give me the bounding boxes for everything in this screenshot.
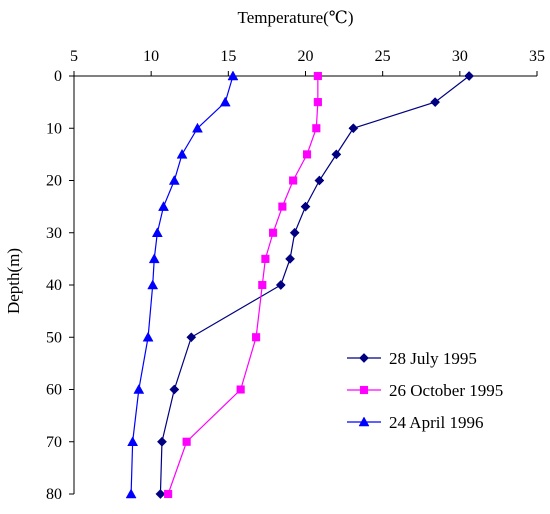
data-point <box>168 174 180 185</box>
data-point <box>302 150 312 159</box>
y-tick-label: 30 <box>46 225 62 242</box>
legend-marker <box>359 385 369 395</box>
data-point <box>158 201 169 211</box>
data-point <box>157 436 167 447</box>
legend-item: 26 October 1995 <box>347 381 503 400</box>
data-point <box>313 98 322 107</box>
x-tick-label: 5 <box>70 48 78 65</box>
series-2 <box>164 71 322 499</box>
legend-marker <box>359 353 369 363</box>
data-point <box>289 227 300 238</box>
data-point <box>151 227 163 237</box>
data-point <box>133 383 145 394</box>
legend-item: 24 April 1996 <box>347 413 483 432</box>
data-point <box>192 122 203 133</box>
data-point <box>348 123 359 134</box>
data-point <box>219 96 231 107</box>
legend-label: 26 October 1995 <box>389 381 503 400</box>
data-point <box>261 254 270 263</box>
y-tick-label: 10 <box>46 120 62 137</box>
data-point <box>182 437 191 446</box>
data-point <box>164 489 173 499</box>
series-3 <box>125 70 239 499</box>
x-axis-title: Temperature(℃) <box>238 8 354 27</box>
y-tick-label: 60 <box>46 382 62 399</box>
y-tick-label: 70 <box>46 434 62 451</box>
data-point <box>430 97 441 108</box>
data-point <box>252 333 261 342</box>
data-point <box>289 176 298 185</box>
x-tick-label: 15 <box>220 48 236 65</box>
data-point <box>127 436 139 446</box>
data-point <box>125 488 137 499</box>
x-tick-label: 30 <box>452 48 468 65</box>
data-point <box>275 280 286 290</box>
y-tick-label: 20 <box>46 173 62 190</box>
legend-marker <box>358 416 370 427</box>
data-point <box>300 201 311 212</box>
legend: 28 July 1995 26 October 1995 24 April 1996 <box>347 349 503 432</box>
axes-layer: 5 10 15 20 25 30 35 0 10 20 30 40 50 60 70 80 Temperatur… <box>4 8 545 503</box>
y-tick-label: 80 <box>46 486 62 503</box>
data-point <box>314 175 325 186</box>
data-point <box>227 70 239 81</box>
data-point <box>278 202 287 211</box>
y-tick-label: 50 <box>46 329 62 346</box>
x-tick-label: 25 <box>375 48 391 65</box>
series-layer <box>125 70 475 499</box>
x-tick-label: 35 <box>529 48 545 65</box>
y-tick-label: 40 <box>46 277 62 294</box>
legend-item: 28 July 1995 <box>347 349 477 368</box>
legend-label: 24 April 1996 <box>389 413 483 432</box>
series-1 <box>155 71 475 499</box>
data-point <box>312 124 321 133</box>
data-point <box>331 149 342 160</box>
data-point <box>147 279 159 290</box>
data-point <box>148 253 160 264</box>
data-point <box>269 228 278 237</box>
series-line <box>130 75 234 495</box>
x-tick-label: 20 <box>298 48 314 65</box>
data-point <box>464 71 475 81</box>
data-point <box>236 385 245 394</box>
data-point <box>186 332 197 343</box>
data-point <box>142 331 154 342</box>
data-point <box>285 253 296 264</box>
data-point <box>155 489 166 499</box>
data-point <box>258 280 267 290</box>
data-point <box>313 71 322 81</box>
data-point <box>169 384 180 395</box>
y-tick-label: 0 <box>54 68 62 85</box>
x-tick-label: 10 <box>143 48 159 65</box>
data-point <box>176 148 188 159</box>
y-axis-title: Depth(m) <box>4 248 23 314</box>
legend-label: 28 July 1995 <box>389 349 477 368</box>
